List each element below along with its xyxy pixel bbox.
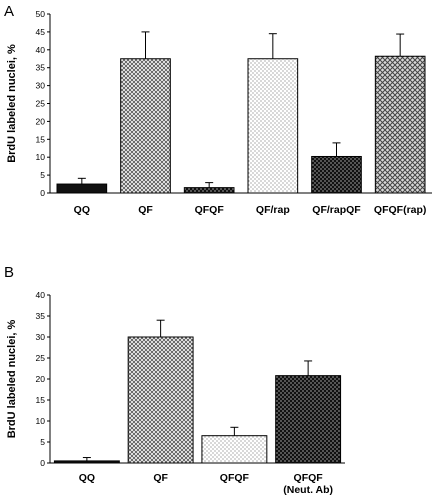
b-y-tick-label: 20	[36, 374, 46, 384]
a-bar	[56, 183, 108, 194]
a-y-tick-label: 20	[36, 116, 46, 126]
b-category-label: QFQF (Neut. Ab)	[283, 472, 333, 496]
a-bar	[247, 58, 299, 194]
a-y-tick-label: 10	[36, 152, 46, 162]
b-y-tick-label: 0	[40, 458, 45, 468]
panel-a-letter: A	[4, 3, 14, 20]
a-y-tick-label: 25	[36, 99, 46, 109]
b-category-label: QFQF	[220, 472, 250, 484]
a-y-tick-label: 35	[36, 63, 46, 73]
panel-b: B 0 5 10 15 20 25 30 35 40 BrdU labeled nuclei, %…	[4, 264, 345, 496]
b-y-tick-label: 15	[36, 395, 46, 405]
a-bar	[183, 187, 235, 194]
a-y-tick-label: 40	[36, 45, 46, 55]
a-category-label: QF/rapQF	[312, 204, 361, 216]
a-bar	[311, 155, 362, 194]
b-y-tick-label: 10	[36, 416, 46, 426]
a-category-label: QFQF(rap)	[374, 204, 427, 216]
b-y-tick-label: 40	[36, 290, 46, 300]
a-bar	[120, 58, 171, 194]
b-y-axis-label: BrdU labeled nuclei, %	[6, 319, 18, 438]
b-y-tick-label: 35	[36, 311, 46, 321]
a-y-tick-label: 0	[40, 188, 45, 198]
a-bar	[374, 55, 426, 194]
b-y-tick-label: 30	[36, 332, 46, 342]
a-category-label: QF/rap	[256, 204, 290, 216]
a-y-tick-label: 30	[36, 81, 46, 91]
b-y-tick-label: 25	[36, 353, 46, 363]
a-y-tick-label: 50	[36, 9, 46, 19]
a-category-label: QF	[138, 204, 153, 216]
a-category-label: QFQF	[195, 204, 225, 216]
b-y-tick-label: 5	[40, 437, 45, 447]
a-y-tick-label: 5	[40, 170, 45, 180]
b-category-label: QQ	[79, 472, 95, 484]
b-category-label: QF	[153, 472, 168, 484]
b-bar	[201, 435, 268, 464]
a-y-tick-label: 45	[36, 27, 46, 37]
panel-b-letter: B	[4, 264, 14, 281]
b-bar	[127, 336, 194, 464]
b-bar	[275, 375, 342, 464]
a-y-axis-label: BrdU labeled nuclei, %	[6, 44, 18, 163]
a-y-tick-label: 15	[36, 134, 46, 144]
b-bar	[53, 460, 120, 464]
panel-a: A 0 5 10 15 20 25 30 35 40 45 50 BrdU labeled nucle…	[4, 3, 432, 216]
a-category-label: QQ	[74, 204, 90, 216]
